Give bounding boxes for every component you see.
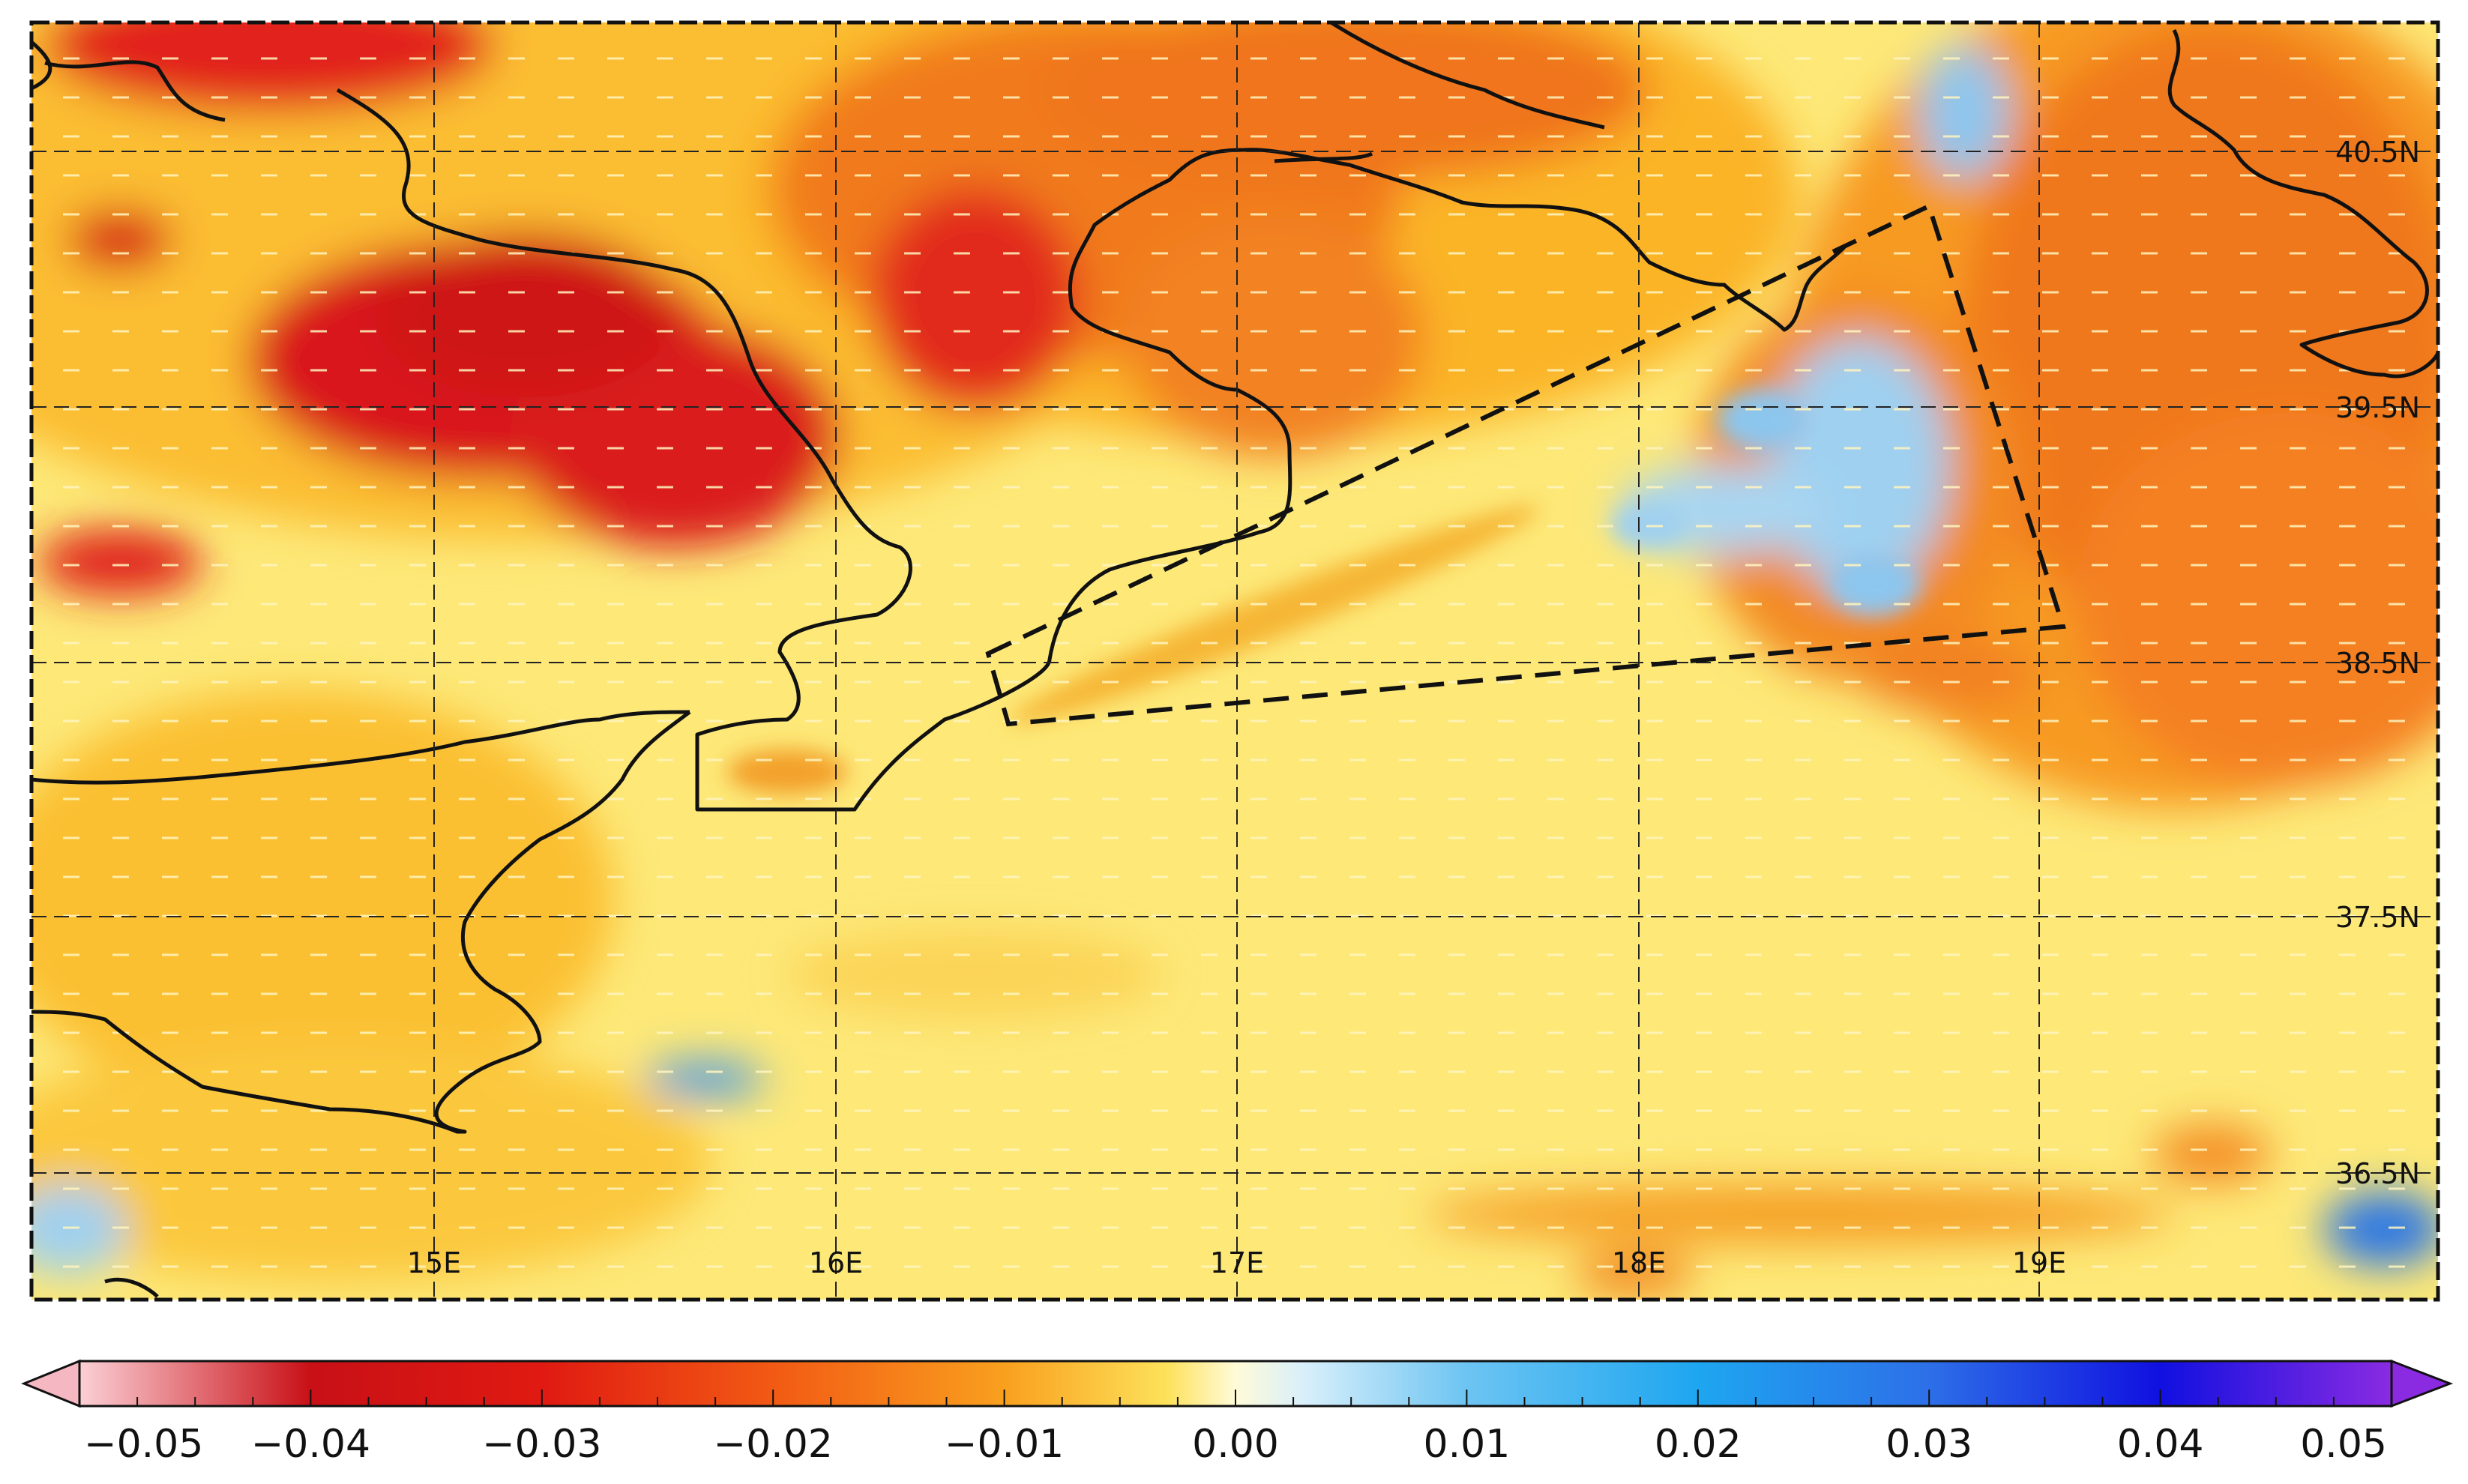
colorbar-ticks [79,1390,2392,1406]
colorbar-tick-label: 0.00 [1192,1422,1279,1467]
lon-label-19e: 19E [2012,1246,2066,1279]
lon-label-17e: 17E [1210,1246,1264,1279]
colorbar-extend-high [2390,1359,2454,1408]
latitude-labels: 40.5N 39.5N 38.5N 37.5N 36.5N [2335,136,2420,1190]
lat-label-37-5n: 37.5N [2335,901,2420,934]
map-field [31,22,2438,1300]
coastlines [31,22,2438,1298]
coast-small-inlet [1274,151,1373,163]
study-domain-box [985,202,2066,727]
coast-sicily-east [31,710,691,1134]
colorbar-tick-label: −0.04 [251,1422,370,1467]
coast-east-balkans [2167,28,2438,378]
colorbar-extend-low [21,1359,81,1408]
colorbar-tick-label: −0.03 [482,1422,601,1467]
lon-label-15e: 15E [407,1246,461,1279]
lat-label-39-5n: 39.5N [2335,391,2420,424]
map-frame [29,20,2440,1302]
colorbar-tick-label: 0.02 [1655,1422,1742,1467]
coast-italy-mainland [336,88,1846,812]
colorbar-tick-label: −0.02 [714,1422,833,1467]
graticule [31,22,2438,1300]
colorbar-tick-label: −0.05 [84,1422,203,1467]
colorbar-tick-label: 0.04 [2117,1422,2204,1467]
lat-label-40-5n: 40.5N [2335,136,2420,169]
lat-label-38-5n: 38.5N [2335,647,2420,680]
longitude-labels: 15E 16E 17E 18E 19E [407,1246,2066,1279]
wind-barbs [31,22,2438,1300]
lon-label-18e: 18E [1612,1246,1666,1279]
colorbar-tick-label: 0.01 [1424,1422,1511,1467]
coast-malta [104,1277,159,1298]
coast-sicily-north [31,710,690,785]
lat-label-36-5n: 36.5N [2335,1157,2420,1190]
coast-nw-fragment [31,40,52,91]
colorbar-tick-label: 0.05 [2300,1422,2387,1467]
colorbar: −0.05 −0.04 −0.03 −0.02 −0.01 0.00 0.01 0.02 0.0… [21,1359,2454,1467]
colorbar-tick-labels: −0.05 −0.04 −0.03 −0.02 −0.01 0.00 0.01 0.02 0.0… [84,1422,2387,1467]
colorbar-tick-label: 0.03 [1885,1422,1972,1467]
lon-label-16e: 16E [809,1246,863,1279]
coast-north-island [44,60,226,122]
colorbar-tick-label: −0.01 [945,1422,1064,1467]
coast-north-gulf [1327,22,1605,130]
